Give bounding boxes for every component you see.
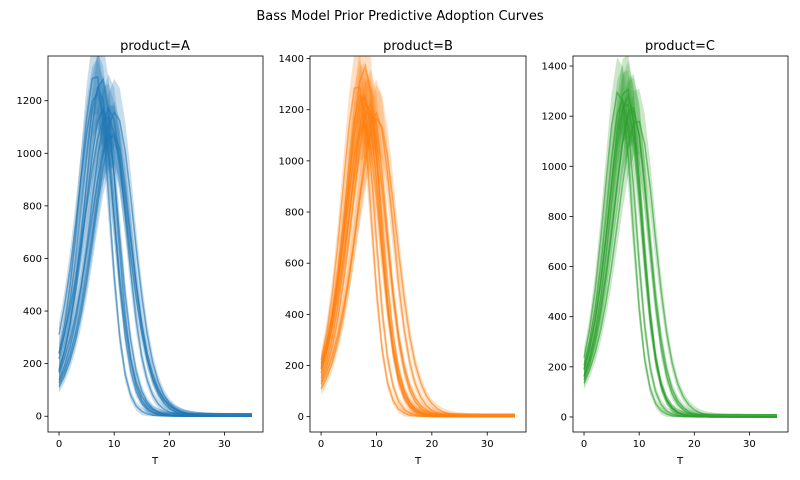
y-tick-label: 0	[561, 412, 567, 423]
subplot-title: product=B	[383, 39, 453, 54]
x-tick-label: 0	[581, 439, 587, 450]
y-tick-label: 600	[23, 254, 42, 265]
axes-frame	[309, 55, 527, 433]
x-tick-label: 0	[318, 439, 324, 450]
axes-frame	[572, 55, 789, 433]
y-tick-label: 0	[298, 412, 304, 423]
y-tick-label: 1200	[279, 105, 304, 116]
x-tick-label: 30	[743, 439, 756, 450]
y-tick-label: 1000	[279, 156, 304, 167]
y-tick-label: 1000	[542, 162, 567, 173]
y-tick-label: 600	[285, 259, 304, 270]
y-tick-label: 400	[285, 310, 304, 321]
hdi-band	[584, 64, 777, 418]
hdi-band	[321, 85, 515, 417]
x-tick-label: 10	[370, 439, 383, 450]
y-tick-label: 600	[548, 262, 567, 273]
x-axis-label: T	[151, 456, 159, 467]
y-tick-label: 1400	[542, 62, 567, 73]
y-tick-label: 800	[548, 212, 567, 223]
hdi-band	[59, 78, 252, 417]
x-axis-label: T	[676, 456, 684, 467]
mean-line	[320, 124, 515, 418]
subplot-product-a: product=A T 0 10 20 30 0 200 400 600 800 1000 1200	[17, 39, 264, 467]
x-tick-label: 30	[218, 439, 231, 450]
x-tick-label: 10	[108, 439, 121, 450]
x-tick-label: 20	[163, 439, 176, 450]
y-tick-label: 800	[285, 208, 304, 219]
figure-title: Bass Model Prior Predictive Adoption Cur…	[256, 9, 543, 24]
mean-line	[58, 75, 252, 417]
axes-frame	[47, 55, 264, 433]
y-tick-label: 1200	[542, 112, 567, 123]
y-tick-label: 200	[548, 362, 567, 373]
y-tick-label: 1200	[17, 96, 42, 107]
subplot-title: product=A	[120, 39, 190, 54]
x-tick-label: 10	[633, 439, 646, 450]
x-tick-label: 0	[56, 439, 62, 450]
x-tick-label: 20	[425, 439, 438, 450]
mean-line	[583, 87, 777, 418]
subplot-product-b: product=B T 0 10 20 30 0 200 400 600 800 1000 1200…	[279, 39, 527, 467]
y-tick-label: 400	[548, 312, 567, 323]
y-tick-label: 1400	[279, 54, 304, 65]
y-tick-label: 200	[23, 359, 42, 370]
plot-area	[583, 56, 777, 418]
x-axis-label: T	[414, 456, 422, 467]
hdi-band	[321, 93, 515, 417]
x-tick-label: 20	[688, 439, 701, 450]
x-tick-label: 30	[481, 439, 494, 450]
hdi-band	[584, 70, 777, 417]
subplot-product-c: product=C T 0 10 20 30 0 200 400 600 800 1000 1200…	[542, 39, 789, 467]
y-tick-label: 0	[36, 412, 42, 423]
y-tick-label: 200	[285, 361, 304, 372]
hdi-band	[584, 56, 777, 417]
y-tick-label: 800	[23, 201, 42, 212]
hdi-band	[321, 61, 515, 417]
subplot-title: product=C	[645, 39, 715, 54]
plot-area	[320, 56, 515, 418]
y-tick-label: 1000	[17, 149, 42, 160]
y-tick-label: 400	[23, 307, 42, 318]
plot-area	[58, 56, 252, 417]
